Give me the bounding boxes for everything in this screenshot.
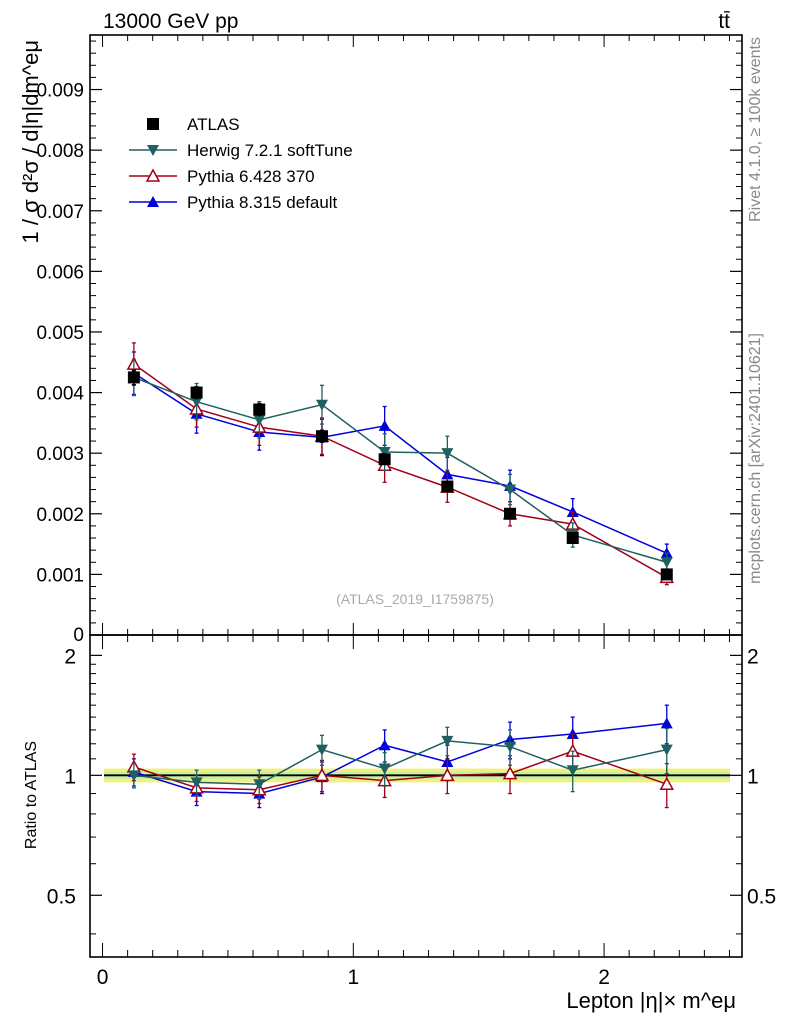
data-point-herwig (253, 414, 266, 426)
main-panel: 0.001 0.002 0.003 0.004 0.005 0.006 0.007 0.008… (18, 34, 743, 646)
main-y-tick-label: 0.005 (36, 323, 84, 344)
ratio-y-tick-label-right: 1 (747, 765, 759, 788)
ratio-point-pythia8 (378, 739, 391, 751)
data-point-atlas (127, 371, 140, 384)
ratio-point-pythia6 (502, 766, 518, 780)
main-y-zero-label: 0 (73, 625, 84, 646)
legend-label-herwig: Herwig 7.2.1 softTune (187, 141, 353, 160)
main-y-tick-label: 0.001 (36, 565, 84, 586)
ratio-y-axis-label: Ratio to ATLAS (23, 741, 40, 849)
x-tick-label: 1 (347, 966, 359, 989)
ratio-y-tick-label: 2 (64, 645, 76, 668)
collision-label: 13000 GeV pp (103, 10, 238, 33)
legend-item-atlas: ATLAS (147, 115, 240, 134)
main-y-tick-label: 0.002 (36, 505, 84, 526)
ratio-frame (89, 634, 743, 958)
data-point-atlas (315, 430, 328, 443)
legend-label-pythia6: Pythia 6.428 370 (187, 167, 315, 186)
legend-item-pythia6: Pythia 6.428 370 (129, 167, 315, 186)
ratio-point-herwig (127, 770, 140, 782)
main-y-tick-label: 0.008 (36, 141, 84, 162)
ratio-point-herwig (190, 777, 203, 789)
legend-marker-herwig (147, 145, 159, 156)
legend-marker-atlas (147, 118, 159, 130)
main-series-group (126, 342, 675, 586)
ratio-point-herwig (441, 735, 454, 747)
legend-item-pythia8: Pythia 8.315 default (129, 193, 338, 212)
ratio-y-tick-label-right: 0.5 (747, 885, 776, 908)
ratio-point-herwig (504, 741, 517, 753)
legend-label-pythia8: Pythia 8.315 default (187, 193, 338, 212)
rivet-version-label: Rivet 4.1.0, ≥ 100k events (747, 37, 764, 222)
ratio-series-group (126, 704, 675, 809)
data-point-herwig (441, 448, 454, 460)
main-axis-ticks: 0.001 0.002 0.003 0.004 0.005 0.006 0.007 0.008… (36, 35, 742, 646)
data-point-pythia8 (378, 419, 391, 431)
main-y-tick-label: 0.009 (36, 81, 84, 102)
data-point-herwig (378, 446, 391, 458)
ratio-point-pythia6 (440, 767, 455, 782)
ratio-point-pythia8 (660, 717, 673, 729)
data-point-herwig (660, 557, 673, 569)
legend-marker-pythia8 (147, 196, 159, 207)
data-point-atlas (660, 568, 673, 581)
ratio-point-pythia6 (659, 776, 675, 790)
x-tick-label: 0 (97, 966, 109, 989)
ratio-point-herwig (315, 744, 328, 756)
mcplots-label: mcplots.cern.ch [arXiv:2401.10621] (747, 333, 764, 584)
ratio-axis-ticks: 0.5 0.5 1 1 2 2 0 1 2 (47, 635, 776, 989)
main-y-tick-label: 0.006 (36, 262, 84, 283)
data-point-atlas (253, 403, 266, 416)
ratio-point-herwig (566, 765, 579, 777)
main-y-tick-label: 0.007 (36, 202, 84, 223)
ratio-y-tick-label: 0.5 (47, 885, 76, 908)
data-point-atlas (378, 453, 391, 466)
legend-item-herwig: Herwig 7.2.1 softTune (129, 141, 353, 160)
data-point-herwig (190, 396, 203, 408)
ratio-point-herwig (253, 779, 266, 791)
ratio-y-tick-label: 1 (64, 765, 76, 788)
legend-marker-pythia6 (145, 168, 161, 182)
data-point-atlas (441, 480, 454, 493)
ratio-point-pythia6 (314, 767, 330, 782)
data-point-atlas (190, 386, 203, 399)
data-point-herwig (504, 484, 517, 496)
analysis-watermark: (ATLAS_2019_I1759875) (336, 591, 494, 607)
x-tick-label: 2 (598, 966, 610, 989)
x-axis-label: Lepton |η|× m^eμ (566, 988, 736, 1013)
ratio-y-tick-label-right: 2 (747, 645, 759, 668)
main-y-tick-label: 0.004 (36, 384, 84, 405)
data-point-atlas (566, 532, 579, 545)
data-point-atlas (504, 507, 517, 520)
ratio-point-herwig (378, 763, 391, 775)
ratio-point-herwig (660, 744, 673, 756)
data-point-herwig (315, 399, 328, 411)
main-series-atlas (127, 369, 673, 581)
main-y-axis-label: 1 / σ d²σ / d|η|dm^eμ (18, 40, 43, 243)
process-label: tt̄ (718, 10, 730, 33)
legend-label-atlas: ATLAS (187, 115, 240, 134)
main-y-tick-label: 0.003 (36, 444, 84, 465)
ratio-panel: 0.5 0.5 1 1 2 2 0 1 2 Ratio to ATLAS Lepton |η|×… (23, 634, 776, 1013)
legend: ATLAS Herwig 7.2.1 softTune Pythia 6.428 3… (129, 115, 353, 212)
ratio-series-herwig (127, 726, 673, 801)
